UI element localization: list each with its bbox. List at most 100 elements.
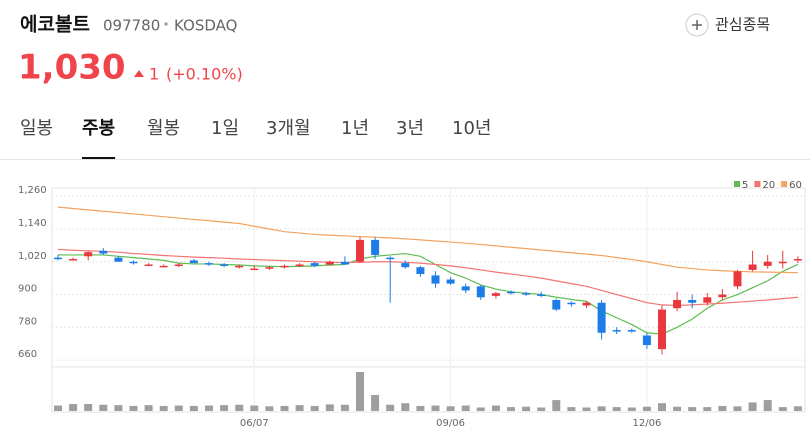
plus-sign	[692, 20, 702, 30]
volume-bar	[69, 403, 78, 411]
volume-bar	[446, 406, 455, 411]
candle-body	[763, 261, 772, 266]
volume-bar	[733, 406, 742, 411]
tab[interactable]: 3개월	[266, 118, 311, 139]
candle-body	[69, 259, 78, 261]
candle-body	[99, 250, 108, 254]
volume-bar	[778, 407, 787, 411]
candle-body	[703, 297, 712, 303]
volume-bar	[310, 405, 319, 411]
candle-body	[748, 264, 757, 270]
candle-body	[84, 252, 93, 257]
volume-bar	[673, 406, 682, 411]
candle-body	[250, 268, 259, 271]
volume-bar	[250, 405, 259, 411]
moving-average	[58, 252, 799, 335]
candle-body	[642, 335, 651, 346]
legend-swatch	[734, 181, 740, 187]
volume-bar	[688, 407, 697, 411]
candle-body	[280, 265, 289, 268]
volume-bar	[114, 405, 123, 411]
candle-body	[205, 263, 213, 265]
candle-body	[340, 261, 349, 265]
moving-average	[57, 248, 798, 307]
stock-code: 097780	[103, 17, 160, 35]
separator	[164, 22, 168, 26]
volume-bar	[582, 407, 591, 411]
candle-body	[144, 264, 153, 266]
candle-body	[310, 263, 319, 266]
candle-body	[612, 330, 621, 332]
volume-bar	[627, 407, 636, 411]
tab[interactable]: 일봉	[20, 118, 53, 139]
candle-body	[461, 286, 470, 291]
tab[interactable]: 월봉	[147, 118, 180, 139]
tab[interactable]: 주봉	[82, 118, 115, 139]
volume-bar	[552, 400, 561, 411]
tab[interactable]: 1년	[341, 118, 369, 139]
volume-bar	[340, 404, 349, 411]
candle-body	[265, 267, 274, 269]
price: 1,030	[18, 48, 126, 88]
candle-body	[220, 264, 229, 266]
legend-swatch	[781, 181, 788, 187]
candle-body	[235, 265, 244, 268]
volume-bar	[356, 372, 364, 411]
x-tick-label: 12/06	[632, 418, 661, 429]
candle-body	[627, 330, 636, 332]
volume-bar	[567, 407, 576, 411]
change: 1	[149, 65, 159, 84]
volume-bar	[461, 405, 470, 411]
volume-bar	[476, 407, 485, 411]
candle-body	[673, 299, 682, 309]
volume-bar	[129, 405, 138, 411]
volume-bar	[703, 407, 712, 411]
volume-bar	[401, 403, 410, 411]
candle-body	[159, 265, 168, 268]
legend-label: 20	[762, 180, 775, 191]
volume-bar	[84, 403, 93, 411]
tab[interactable]: 3년	[396, 118, 424, 139]
tabs: 일봉 주봉 월봉 1일 3개월 1년 3년 10년	[20, 118, 491, 159]
volume-bar	[537, 407, 546, 411]
x-tick-label: 06/07	[240, 418, 269, 429]
watch-button[interactable]: 관심종목	[685, 13, 770, 37]
market: KOSDAQ	[174, 17, 237, 35]
candle-body	[718, 294, 727, 298]
y-tick-label: 1,140	[18, 218, 47, 229]
volume-bar	[235, 404, 244, 411]
volume-bar	[371, 395, 380, 411]
candle-body	[371, 239, 380, 255]
tab[interactable]: 1일	[211, 118, 239, 139]
volume-bar	[54, 405, 62, 411]
volume-bar	[325, 404, 334, 411]
up-arrow	[134, 70, 144, 77]
volume-bar	[597, 406, 606, 411]
plot-frame	[51, 187, 806, 413]
candle-body	[658, 309, 666, 350]
chart: 660 780 900 1,020 1,140 1,260 06/07 09/06 12/06 5…	[18, 180, 805, 429]
stock-name: 에코볼트	[20, 14, 90, 36]
candle-body	[386, 257, 395, 260]
candle-body	[567, 302, 576, 305]
candle-body	[507, 291, 515, 294]
volume-bar	[280, 405, 289, 411]
y-tick-label: 660	[18, 349, 37, 360]
y-tick-label: 780	[18, 316, 37, 327]
y-tick-label: 1,260	[18, 185, 47, 196]
moving-average	[57, 206, 798, 274]
volume-bar	[642, 406, 651, 411]
candle-body	[688, 299, 697, 303]
candle-body	[552, 299, 561, 310]
volume-bar	[159, 405, 168, 411]
volume-bar	[748, 402, 757, 411]
tab[interactable]: 10년	[452, 118, 491, 139]
candle-body	[416, 267, 425, 275]
candle-body	[491, 293, 500, 296]
candle-body	[54, 257, 62, 260]
candle-body	[597, 302, 606, 333]
volume-bar	[220, 405, 229, 411]
candle-body	[129, 261, 138, 264]
candle-body	[522, 293, 531, 295]
